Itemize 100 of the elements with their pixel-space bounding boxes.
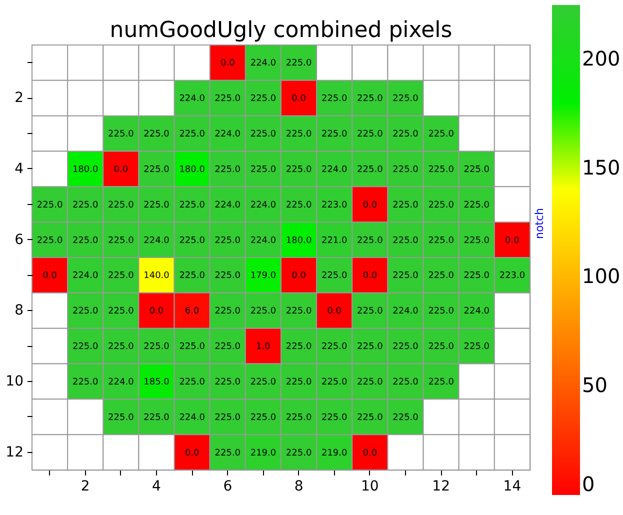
x-tick-label: 8 [294, 478, 304, 494]
data-label: 225.0 [392, 271, 419, 282]
data-label: 224.0 [214, 130, 241, 140]
color-bar-label: 100 [582, 264, 620, 288]
data-label: 225.0 [286, 130, 312, 140]
data-label: 225.0 [286, 58, 312, 69]
data-label: 225.0 [464, 200, 490, 210]
data-label: 225.0 [286, 200, 312, 210]
data-label: 225.0 [357, 94, 384, 104]
data-label: 225.0 [179, 200, 206, 210]
data-label: 0.0 [362, 448, 378, 458]
data-label: 225.0 [321, 271, 348, 282]
x-tick-label: 4 [152, 478, 162, 494]
data-label: 223.0 [321, 200, 348, 210]
x-tick-label: 2 [80, 478, 90, 494]
data-label: 225.0 [250, 164, 276, 175]
data-label: 225.0 [214, 412, 241, 423]
data-label: 225.0 [321, 94, 348, 104]
data-label: 224.0 [214, 200, 241, 210]
data-label: 223.0 [499, 271, 526, 282]
data-label: 225.0 [392, 200, 419, 210]
color-bar-label: 0 [582, 472, 595, 496]
data-label: 225.0 [144, 200, 170, 210]
data-label: 225.0 [321, 130, 348, 140]
data-label: 225.0 [286, 164, 312, 175]
data-label: 225.0 [392, 164, 419, 175]
y-tick-label: 12 [6, 444, 24, 460]
data-label: 225.0 [428, 236, 454, 246]
data-label: 225.0 [108, 306, 134, 317]
data-label: 225.0 [357, 377, 384, 388]
data-label: 224.0 [144, 236, 170, 246]
y-tick-label: 2 [14, 90, 24, 106]
data-label: 224.0 [72, 271, 99, 282]
data-label: 225.0 [392, 94, 419, 104]
data-label: 225.0 [286, 448, 312, 458]
data-label: 225.0 [428, 130, 454, 140]
data-label: 225.0 [214, 377, 241, 388]
data-label: 225.0 [357, 236, 384, 246]
data-label: 225.0 [286, 377, 312, 388]
data-label: 225.0 [108, 412, 134, 423]
data-label: 0.0 [327, 306, 342, 317]
data-label: 225.0 [428, 200, 454, 210]
data-label: 225.0 [72, 236, 99, 246]
data-label: 225.0 [250, 94, 276, 104]
data-label: 224.0 [250, 236, 276, 246]
data-label: 221.0 [321, 236, 348, 246]
data-label: 225.0 [108, 200, 134, 210]
data-label: 225.0 [428, 377, 454, 388]
data-label: 225.0 [144, 130, 170, 140]
data-label: 185.0 [144, 377, 170, 388]
data-label: 225.0 [321, 342, 348, 352]
data-label: 225.0 [250, 306, 276, 317]
data-label: 225.0 [392, 130, 419, 140]
data-label: 225.0 [250, 377, 276, 388]
data-label: 225.0 [214, 236, 241, 246]
data-label: 225.0 [108, 271, 134, 282]
x-tick-label: 10 [361, 478, 379, 494]
x-tick-label: 14 [503, 478, 522, 494]
data-label: 225.0 [108, 342, 134, 352]
data-label: 224.0 [179, 94, 206, 104]
color-bar-label: 200 [582, 46, 620, 70]
data-label: 0.0 [362, 271, 378, 282]
data-label: 225.0 [357, 342, 384, 352]
data-label: 0.0 [292, 94, 306, 104]
data-label: 224.0 [179, 412, 206, 423]
data-label: 225.0 [36, 200, 63, 210]
data-label: 0.0 [184, 448, 200, 458]
data-label: 225.0 [72, 342, 99, 352]
y-tick-label: 6 [14, 232, 24, 248]
data-label: 219.0 [250, 448, 276, 458]
data-label: 224.0 [321, 164, 348, 175]
data-label: 225.0 [214, 164, 241, 175]
data-label: 224.0 [392, 306, 419, 317]
data-label: 225.0 [392, 377, 419, 388]
data-label: 225.0 [428, 271, 454, 282]
y-tick-label: 4 [14, 160, 24, 177]
data-label: 180.0 [286, 236, 312, 246]
data-label: 225.0 [392, 412, 419, 423]
data-label: 225.0 [464, 164, 490, 175]
data-label: 225.0 [428, 306, 454, 317]
data-label: 225.0 [250, 412, 276, 423]
data-label: 6.0 [184, 306, 200, 317]
data-label: 225.0 [357, 412, 384, 423]
data-label: 225.0 [464, 271, 490, 282]
data-label: 225.0 [392, 342, 419, 352]
data-label: 180.0 [72, 164, 99, 175]
data-label: 225.0 [321, 412, 348, 423]
data-label: 225.0 [214, 271, 241, 282]
data-label: 225.0 [72, 306, 99, 317]
data-label: 0.0 [292, 271, 306, 282]
data-label: 225.0 [464, 342, 490, 352]
color-bar-label: 150 [582, 155, 620, 180]
data-label: 0.0 [505, 236, 520, 246]
data-label: 225.0 [428, 342, 454, 352]
data-label: 225.0 [286, 342, 312, 352]
data-label: 224.0 [250, 58, 276, 69]
data-label: 225.0 [286, 412, 312, 423]
data-label: 225.0 [214, 306, 241, 317]
data-label: 225.0 [144, 164, 170, 175]
data-label: 225.0 [357, 130, 384, 140]
